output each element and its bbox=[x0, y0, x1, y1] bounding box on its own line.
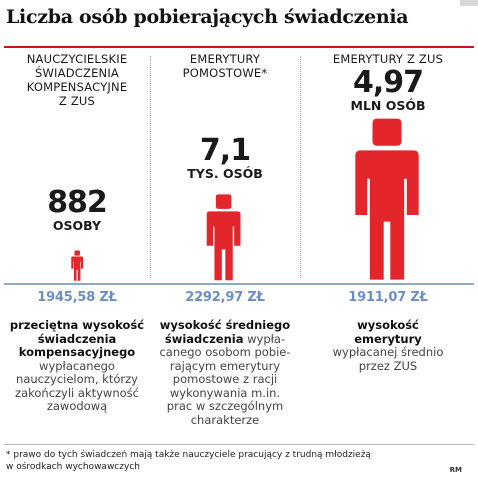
description-text: wykonywania m.in. bbox=[169, 385, 281, 400]
description-bold: emerytury bbox=[354, 331, 422, 346]
header-line: EMERYTURY Z ZUS bbox=[332, 52, 444, 66]
person-figure-medium bbox=[207, 194, 241, 281]
column-bridging: EMERYTURY POMOSTOWE* 7,1 TYS. OSÓB bbox=[152, 52, 298, 182]
footnote: * prawo do tych świadczeń mają także nau… bbox=[6, 449, 426, 473]
description-text: zawodową bbox=[46, 399, 108, 413]
amount-value: 1945,58 ZŁ bbox=[37, 290, 117, 305]
description-bold: kompensacyjnego bbox=[18, 345, 136, 359]
column-teachers: NAUCZYCIELSKIE ŚWIADCZENIA KOMPENSACYJNE… bbox=[4, 52, 150, 234]
header-line: EMERYTURY bbox=[189, 52, 261, 66]
description-text: canego osobom pobie- bbox=[159, 345, 291, 359]
person-shape bbox=[207, 194, 241, 281]
description-bold: świadczenia bbox=[164, 331, 244, 346]
count-unit: OSOBY bbox=[52, 218, 102, 233]
description-text: zakończyli aktywność bbox=[15, 385, 139, 400]
description-text: rającym emerytury bbox=[169, 358, 281, 373]
count-value: 4,97 bbox=[352, 65, 424, 100]
description-text: wypłacanego bbox=[39, 358, 115, 373]
amount-value: 1911,07 ZŁ bbox=[348, 290, 428, 305]
person-figure-large bbox=[355, 118, 419, 280]
chart-title: Liczba osób pobierających świadczenia bbox=[6, 6, 409, 28]
footnote-rule bbox=[4, 444, 474, 445]
description: wysokość średniego świadczenia wypła- ca… bbox=[152, 318, 298, 427]
description-bold: wysokość bbox=[357, 318, 419, 332]
column-zus: EMERYTURY Z ZUS 4,97 MLN OSÓB bbox=[302, 52, 474, 114]
count-value: 7,1 bbox=[199, 133, 251, 168]
title-rule bbox=[4, 46, 474, 48]
person-shape bbox=[355, 118, 419, 280]
header-line: KOMPENSACYJNE bbox=[26, 80, 128, 94]
description: wysokość emerytury wypłacanej średnio pr… bbox=[302, 318, 474, 373]
person-figure-small bbox=[71, 250, 83, 281]
description-text: prac w szczególnym bbox=[166, 399, 284, 413]
description-text: wypła- bbox=[247, 331, 286, 346]
header-line: POMOSTOWE* bbox=[182, 66, 268, 80]
footnote-line: w ośrodkach wychowawczych bbox=[6, 462, 140, 472]
description-text: nauczycielom, którzy bbox=[16, 372, 138, 386]
header-line: Z ZUS bbox=[58, 94, 96, 108]
description-text: pomostowe z racji bbox=[172, 372, 278, 386]
credit: RM bbox=[449, 466, 462, 474]
amount-value: 2292,97 ZŁ bbox=[185, 290, 265, 305]
person-shape bbox=[71, 250, 83, 281]
footnote-line: * prawo do tych świadczeń mają także nau… bbox=[6, 450, 371, 460]
description-text: charakterze bbox=[190, 412, 260, 427]
column-header: EMERYTURY Z ZUS bbox=[302, 52, 474, 66]
description-text: wypłacanej średnio bbox=[332, 345, 444, 359]
column-header: EMERYTURY POMOSTOWE* bbox=[152, 52, 298, 80]
description-text: przez ZUS bbox=[358, 358, 418, 373]
column-divider bbox=[300, 56, 301, 278]
count-unit: TYS. OSÓB bbox=[187, 166, 263, 181]
column-divider bbox=[150, 56, 151, 278]
description-bold: świadczenia bbox=[37, 331, 117, 346]
baseline-rule bbox=[4, 283, 474, 285]
count-unit: MLN OSÓB bbox=[350, 98, 426, 113]
header-line: ŚWIADCZENIA bbox=[34, 66, 120, 80]
corner-decoration bbox=[460, 0, 478, 6]
description-bold: przeciętna wysokość bbox=[9, 318, 145, 332]
count-value: 882 bbox=[47, 185, 108, 220]
description-bold: wysokość średniego bbox=[159, 318, 291, 332]
description: przeciętna wysokość świadczenia kompensa… bbox=[4, 318, 150, 414]
column-header: NAUCZYCIELSKIE ŚWIADCZENIA KOMPENSACYJNE… bbox=[4, 52, 150, 108]
header-line: NAUCZYCIELSKIE bbox=[26, 52, 128, 66]
